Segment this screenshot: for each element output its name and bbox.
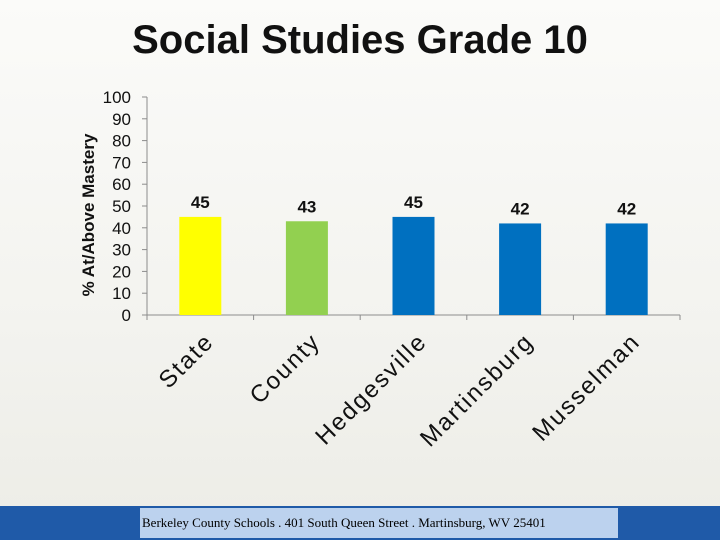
y-tick-label: 90	[112, 110, 131, 129]
bar	[605, 223, 648, 315]
bar	[179, 216, 222, 315]
chart-title: Social Studies Grade 10	[132, 18, 588, 62]
category-label: County	[245, 328, 326, 409]
data-label: 45	[191, 193, 210, 212]
data-label: 42	[617, 199, 636, 218]
category-label: Martinsburg	[415, 328, 539, 452]
footer-address: Berkeley County Schools . 401 South Quee…	[140, 508, 618, 538]
data-label: 45	[404, 193, 423, 212]
bar	[392, 216, 435, 315]
y-tick-label: 10	[112, 284, 131, 303]
data-label: 42	[511, 199, 530, 218]
category-label: Hedgesville	[310, 328, 432, 450]
footer-bar: Berkeley County Schools . 401 South Quee…	[0, 506, 720, 540]
y-tick-label: 20	[112, 262, 131, 281]
bar-chart: 0 10 20 30 40 50 60 70 80 90 100 45 State 43 County 45 H…	[103, 88, 681, 452]
y-tick-label: 50	[112, 197, 131, 216]
category-label: Musselman	[527, 328, 646, 447]
y-tick-label: 40	[112, 219, 131, 238]
y-tick-label: 0	[122, 306, 131, 325]
data-label: 43	[297, 197, 316, 216]
y-tick-label: 100	[103, 88, 131, 107]
y-tick-label: 70	[112, 153, 131, 172]
bar	[499, 223, 542, 315]
y-tick-label: 60	[112, 175, 131, 194]
category-label: State	[154, 328, 220, 394]
bar	[285, 221, 328, 315]
y-tick-label: 30	[112, 241, 131, 260]
y-tick-label: 80	[112, 132, 131, 151]
